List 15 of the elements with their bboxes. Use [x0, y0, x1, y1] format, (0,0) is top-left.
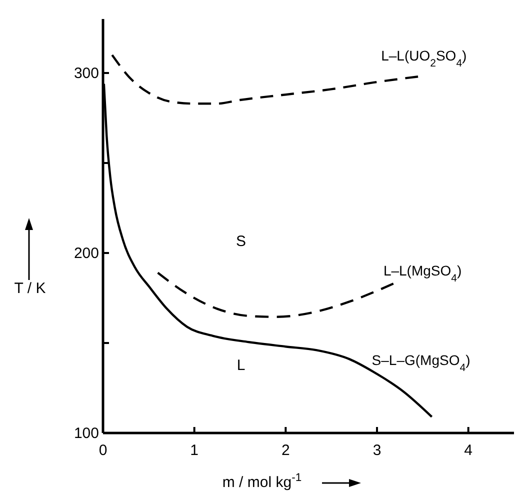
y-tick-label: 200: [74, 245, 99, 262]
annotation: L: [236, 357, 246, 374]
x-tick-label: 3: [372, 442, 382, 459]
x-axis-title: m / mol kg$^{-1}$: [222, 472, 302, 491]
annotation: S: [236, 233, 246, 250]
series-label: L–L(UO$_{2}$SO$_{4}$): [381, 48, 467, 70]
x-tick-label: 1: [190, 442, 199, 459]
y-tick-label: 100: [74, 425, 99, 442]
series-label: L–L(MgSO$_{4}$): [383, 262, 462, 285]
y-axis-title: T / K: [14, 280, 46, 297]
x-tick-label: 4: [464, 442, 473, 459]
y-tick-label: 300: [74, 65, 99, 82]
x-tick-label: 0: [98, 442, 108, 459]
series-label: S–L–G(MgSO$_{4}$): [372, 352, 470, 374]
x-tick-label: 2: [281, 442, 290, 459]
